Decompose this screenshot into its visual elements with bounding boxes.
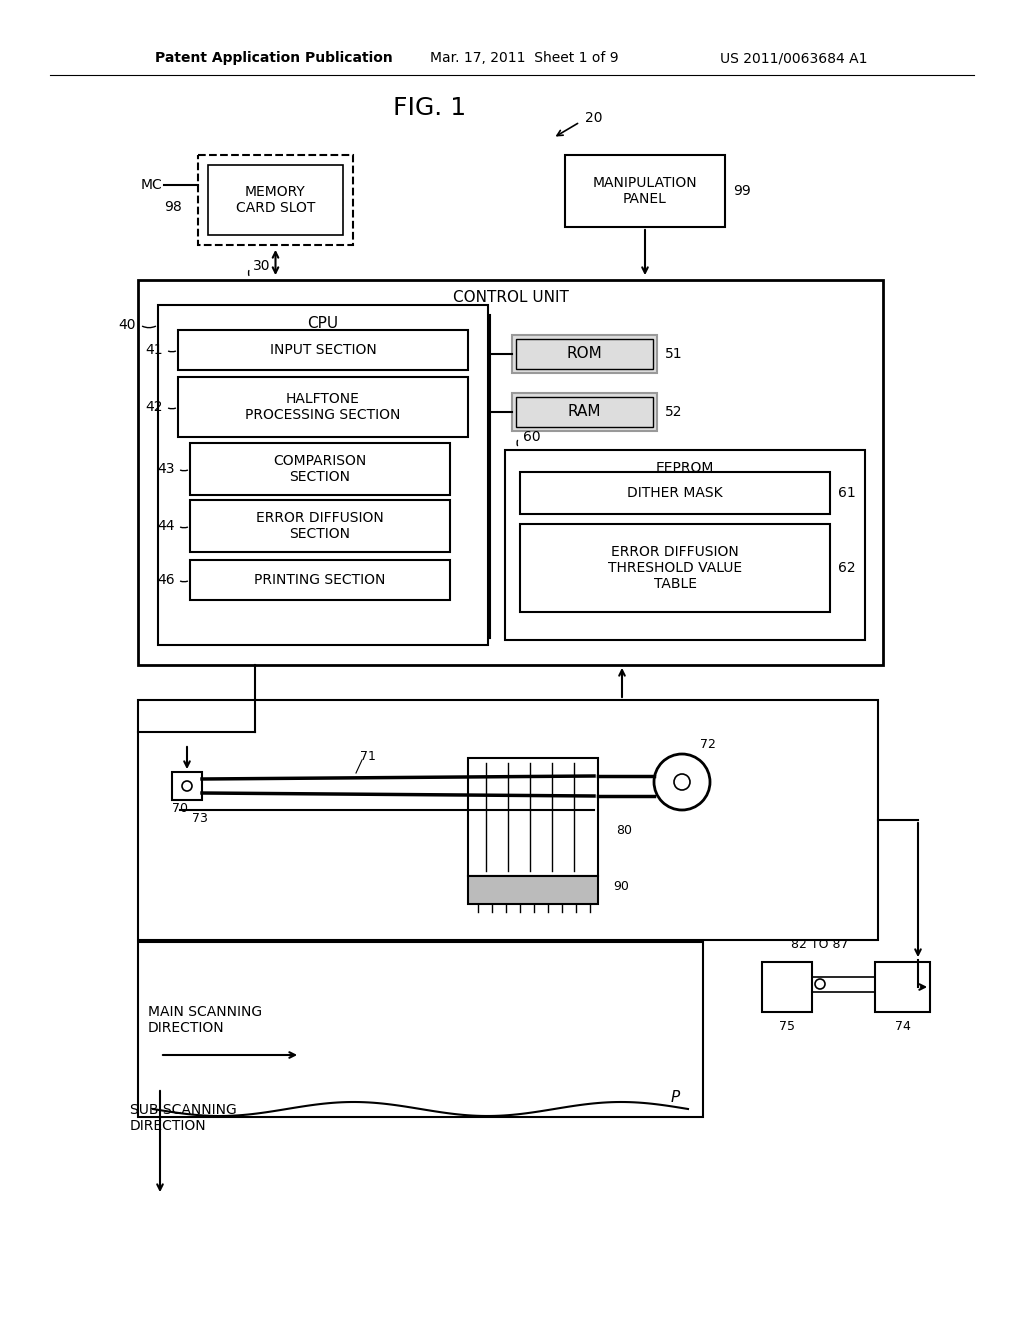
Text: EEPROM: EEPROM xyxy=(655,461,714,475)
FancyBboxPatch shape xyxy=(520,524,830,612)
Text: 30: 30 xyxy=(253,259,270,273)
FancyBboxPatch shape xyxy=(512,335,657,374)
Text: P: P xyxy=(671,1089,680,1105)
Text: COMPARISON
SECTION: COMPARISON SECTION xyxy=(273,454,367,484)
Text: 42: 42 xyxy=(145,400,163,414)
Text: 74: 74 xyxy=(895,1019,910,1032)
Text: 75: 75 xyxy=(779,1019,795,1032)
Text: US 2011/0063684 A1: US 2011/0063684 A1 xyxy=(720,51,867,65)
Text: HALFTONE
PROCESSING SECTION: HALFTONE PROCESSING SECTION xyxy=(246,392,400,422)
FancyBboxPatch shape xyxy=(172,772,202,800)
Text: DITHER MASK: DITHER MASK xyxy=(627,486,723,500)
Text: 98: 98 xyxy=(164,201,182,214)
Text: 62: 62 xyxy=(838,561,856,576)
Text: ROM: ROM xyxy=(566,346,602,362)
Text: 72: 72 xyxy=(700,738,716,751)
Text: 52: 52 xyxy=(665,405,683,418)
FancyBboxPatch shape xyxy=(138,942,703,1117)
FancyBboxPatch shape xyxy=(874,962,930,1012)
Text: MC: MC xyxy=(140,178,162,191)
Text: INPUT SECTION: INPUT SECTION xyxy=(269,343,377,356)
Text: 82 TO 87: 82 TO 87 xyxy=(792,939,849,952)
Text: 70: 70 xyxy=(172,801,188,814)
Text: 99: 99 xyxy=(733,183,751,198)
FancyBboxPatch shape xyxy=(516,339,653,370)
FancyBboxPatch shape xyxy=(208,165,343,235)
Text: ERROR DIFFUSION
THRESHOLD VALUE
TABLE: ERROR DIFFUSION THRESHOLD VALUE TABLE xyxy=(608,545,742,591)
FancyBboxPatch shape xyxy=(468,758,598,876)
FancyBboxPatch shape xyxy=(565,154,725,227)
Text: 44: 44 xyxy=(158,519,175,533)
Text: 41: 41 xyxy=(145,343,163,356)
FancyBboxPatch shape xyxy=(138,700,878,940)
Text: 80: 80 xyxy=(616,824,632,837)
FancyBboxPatch shape xyxy=(468,876,598,904)
Text: MEMORY
CARD SLOT: MEMORY CARD SLOT xyxy=(236,185,315,215)
Text: MAIN SCANNING
DIRECTION: MAIN SCANNING DIRECTION xyxy=(148,1005,262,1035)
Text: MANIPULATION
PANEL: MANIPULATION PANEL xyxy=(593,176,697,206)
Text: Patent Application Publication: Patent Application Publication xyxy=(155,51,393,65)
Text: 90: 90 xyxy=(613,879,629,892)
FancyBboxPatch shape xyxy=(190,500,450,552)
Text: 73: 73 xyxy=(193,812,208,825)
Text: CONTROL UNIT: CONTROL UNIT xyxy=(453,290,568,305)
Text: FIG. 1: FIG. 1 xyxy=(393,96,467,120)
FancyBboxPatch shape xyxy=(762,962,812,1012)
FancyBboxPatch shape xyxy=(138,280,883,665)
Text: ERROR DIFFUSION
SECTION: ERROR DIFFUSION SECTION xyxy=(256,511,384,541)
FancyBboxPatch shape xyxy=(505,450,865,640)
FancyBboxPatch shape xyxy=(158,305,488,645)
FancyBboxPatch shape xyxy=(178,378,468,437)
FancyBboxPatch shape xyxy=(178,330,468,370)
Text: 20: 20 xyxy=(585,111,602,125)
FancyBboxPatch shape xyxy=(512,393,657,432)
FancyBboxPatch shape xyxy=(516,397,653,426)
Text: 60: 60 xyxy=(523,430,541,444)
Text: 51: 51 xyxy=(665,347,683,360)
Text: 43: 43 xyxy=(158,462,175,477)
Text: PRINTING SECTION: PRINTING SECTION xyxy=(254,573,386,587)
FancyBboxPatch shape xyxy=(190,444,450,495)
Text: SUB SCANNING
DIRECTION: SUB SCANNING DIRECTION xyxy=(130,1104,237,1133)
Text: RAM: RAM xyxy=(567,404,601,420)
FancyBboxPatch shape xyxy=(198,154,353,246)
Text: 71: 71 xyxy=(360,750,376,763)
FancyBboxPatch shape xyxy=(520,473,830,513)
Text: CPU: CPU xyxy=(307,315,339,330)
Text: 46: 46 xyxy=(158,573,175,587)
Text: 40: 40 xyxy=(119,318,136,333)
Text: 61: 61 xyxy=(838,486,856,500)
FancyBboxPatch shape xyxy=(190,560,450,601)
Text: Mar. 17, 2011  Sheet 1 of 9: Mar. 17, 2011 Sheet 1 of 9 xyxy=(430,51,618,65)
